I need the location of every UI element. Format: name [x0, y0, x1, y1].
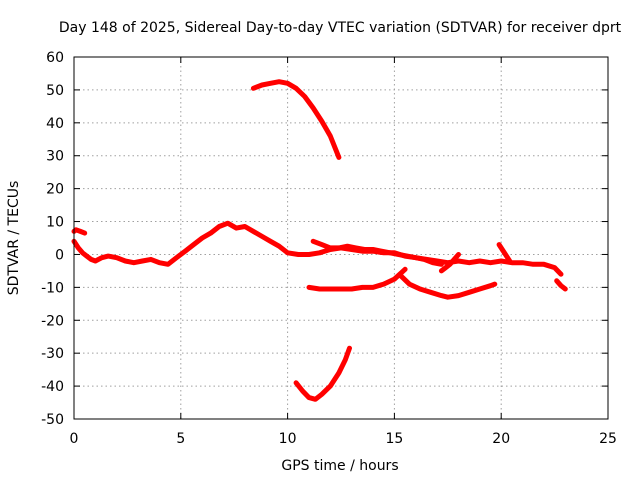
- series-middle-arc: [306, 266, 408, 292]
- series-upper-branch: [310, 238, 444, 267]
- series-bottom-arc: [293, 345, 352, 402]
- series-low-arc: [398, 273, 498, 300]
- series-spike-17-18: [438, 252, 461, 274]
- series-main-trace: [71, 220, 564, 277]
- x-tick-label: 5: [176, 431, 185, 447]
- x-tick-label: 0: [70, 431, 79, 447]
- x-tick-label: 15: [385, 431, 403, 447]
- y-tick-label: -40: [41, 379, 64, 395]
- y-axis-label: SDTVAR / TECUs: [6, 181, 22, 296]
- y-tick-label: 10: [46, 215, 64, 231]
- y-tick-label: -20: [41, 313, 64, 329]
- y-tick-label: 20: [46, 182, 64, 198]
- y-tick-label: 40: [46, 116, 64, 132]
- y-tick-label: 0: [55, 247, 64, 263]
- series-early-segment: [71, 227, 88, 236]
- x-axis-label: GPS time / hours: [281, 458, 398, 474]
- series-tail-drop: [554, 278, 568, 292]
- y-tick-label: -30: [41, 346, 64, 362]
- x-tick-label: 20: [492, 431, 510, 447]
- y-tick-label: -10: [41, 280, 64, 296]
- y-tick-label: 50: [46, 83, 64, 99]
- series-spike-19-20: [496, 242, 513, 264]
- x-tick-label: 25: [599, 431, 617, 447]
- y-tick-label: -50: [41, 412, 64, 428]
- series-group: [71, 79, 568, 402]
- axis-ticks: 0 5 10 15 20 25 -50 -40 -30 -20 -10 0 10 20 30 40 50 60: [41, 50, 617, 447]
- series-upper-arc: [250, 79, 342, 160]
- y-tick-label: 30: [46, 149, 64, 165]
- x-tick-label: 10: [279, 431, 297, 447]
- chart-title: Day 148 of 2025, Sidereal Day-to-day VTE…: [59, 20, 622, 36]
- y-tick-label: 60: [46, 50, 64, 66]
- plot-area-frame: [73, 56, 609, 420]
